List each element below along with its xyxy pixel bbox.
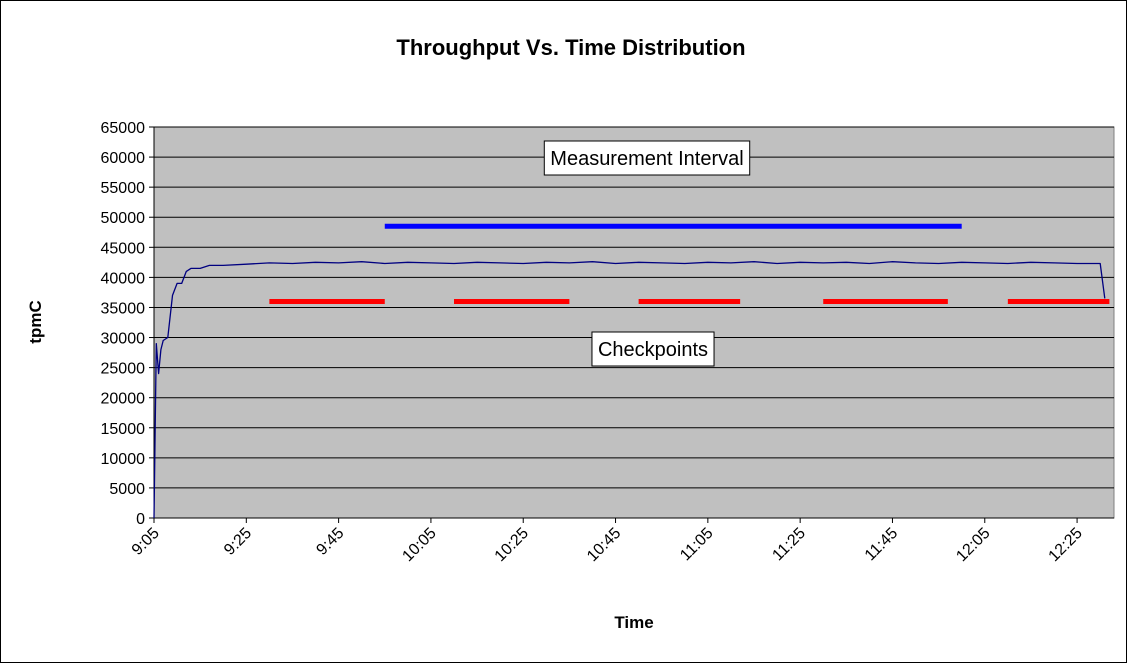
x-tick-label: 10:05 — [399, 525, 439, 565]
y-tick-label: 65000 — [101, 120, 146, 137]
chart-title: Throughput Vs. Time Distribution — [396, 35, 745, 60]
x-tick-label: 11:05 — [677, 525, 717, 565]
x-tick-label: 11:25 — [769, 525, 809, 565]
y-tick-label: 45000 — [101, 240, 146, 257]
y-tick-label: 0 — [136, 511, 145, 528]
series-layer — [153, 261, 1106, 519]
x-axis-title: Time — [614, 613, 653, 632]
y-tick-label: 5000 — [109, 481, 145, 498]
x-tick-label: 10:45 — [584, 525, 624, 565]
y-tick-label: 60000 — [101, 150, 146, 167]
annotation-layer: Measurement Interval Checkpoints — [269, 140, 1110, 367]
y-axis: 0 5000 10000 15000 20000 25000 30000 35000 40000… — [101, 120, 154, 528]
y-tick-label: 40000 — [101, 270, 146, 287]
measurement-interval-label: Measurement Interval — [543, 140, 751, 176]
x-tick-label: 9:25 — [221, 525, 255, 559]
y-tick-label: 35000 — [101, 300, 146, 317]
plot-area — [153, 126, 1115, 519]
x-tick-label: 12:05 — [953, 525, 993, 565]
y-axis-title: tpmC — [26, 300, 45, 343]
x-tick-label: 9:45 — [313, 525, 347, 559]
y-tick-label: 30000 — [101, 331, 146, 348]
y-tick-label: 20000 — [101, 391, 146, 408]
x-axis: 9:05 9:25 9:45 10:05 10:25 10:45 11:05 11:25 11:… — [129, 518, 1086, 565]
checkpoints-label-text: Checkpoints — [598, 339, 708, 361]
y-tick-label: 50000 — [101, 210, 146, 227]
y-tick-label: 25000 — [101, 361, 146, 378]
y-tick-label: 55000 — [101, 180, 146, 197]
checkpoints-label: Checkpoints — [591, 331, 715, 367]
y-tick-label: 15000 — [101, 421, 146, 438]
x-tick-label: 9:05 — [129, 525, 163, 559]
measurement-interval-label-box — [543, 140, 751, 176]
measurement-interval-label-text: Measurement Interval — [550, 148, 743, 170]
x-tick-label: 11:45 — [862, 525, 902, 565]
checkpoints-label-box — [591, 331, 715, 367]
x-tick-label: 10:25 — [492, 525, 532, 565]
x-tick-label: 12:25 — [1046, 525, 1086, 565]
throughput-series-line — [153, 261, 1106, 519]
y-tick-label: 10000 — [101, 451, 146, 468]
